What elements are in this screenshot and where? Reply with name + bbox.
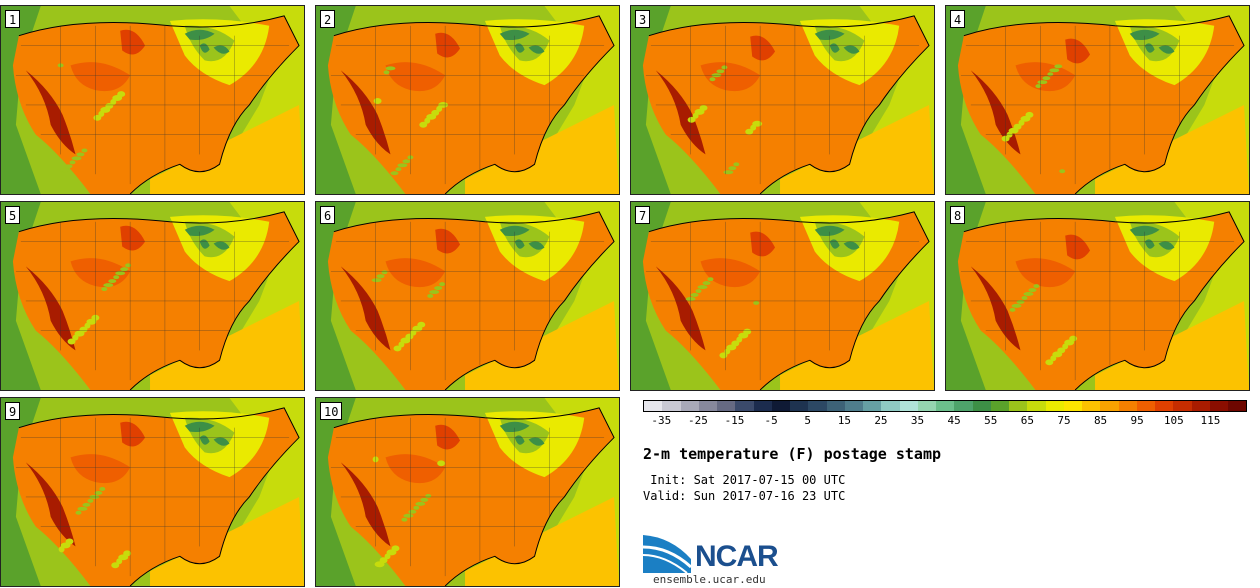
temperature-map — [316, 6, 619, 194]
ensemble-member-panel: 10 — [315, 397, 620, 587]
colorbar-tick: 5 — [804, 414, 812, 427]
ensemble-member-panel: 7 — [630, 201, 935, 391]
colorbar-swatch — [990, 401, 1009, 411]
colorbar-tick: 65 — [1020, 414, 1034, 427]
ensemble-member-panel: 5 — [0, 201, 305, 391]
colorbar-tick: -5 — [764, 414, 778, 427]
colorbar-tick-labels: -35 -25 -15 -5 5 15 25 35 45 55 65 75 85 95 105 115 — [643, 414, 1247, 430]
colorbar-swatch — [680, 401, 699, 411]
init-time: Init: Sat 2017-07-15 00 UTC — [643, 473, 846, 487]
colorbar-swatch — [698, 401, 717, 411]
colorbar-swatch — [1063, 401, 1082, 411]
colorbar-swatch — [1027, 401, 1046, 411]
ensemble-member-panel: 1 — [0, 5, 305, 195]
colorbar-tick: 95 — [1130, 414, 1144, 427]
colorbar-swatch — [954, 401, 973, 411]
member-number-label: 3 — [635, 10, 651, 28]
colorbar-tick: 85 — [1093, 414, 1108, 427]
member-number-label: 1 — [5, 10, 21, 28]
colorbar-swatch — [808, 401, 827, 411]
colorbar-swatch — [1209, 401, 1228, 411]
valid-time: Valid: Sun 2017-07-16 23 UTC — [643, 489, 846, 503]
colorbar-tick: 15 — [837, 414, 851, 427]
temperature-map — [946, 202, 1249, 390]
colorbar-tick: 105 — [1163, 414, 1184, 427]
colorbar-swatch — [1045, 401, 1064, 411]
ensemble-member-panel: 3 — [630, 5, 935, 195]
colorbar-swatch — [826, 401, 845, 411]
colorbar-swatch — [899, 401, 918, 411]
temperature-map — [946, 6, 1249, 194]
ncar-logo-icon — [643, 535, 693, 573]
colorbar-tick: 25 — [874, 414, 888, 427]
ensemble-member-panel: 9 — [0, 397, 305, 587]
ncar-logo-text: NCAR — [695, 540, 779, 573]
forecast-time-info: Init: Sat 2017-07-15 00 UTC Valid: Sun 2… — [643, 472, 845, 504]
colorbar-swatch — [881, 401, 900, 411]
colorbar-swatch — [1191, 401, 1210, 411]
temperature-map — [1, 398, 304, 586]
ensemble-member-panel: 4 — [945, 5, 1250, 195]
colorbar-swatch — [735, 401, 754, 411]
temperature-map — [1, 6, 304, 194]
member-number-label: 2 — [320, 10, 336, 28]
colorbar-tick: -15 — [724, 414, 745, 427]
colorbar-swatch — [771, 401, 790, 411]
colorbar-swatch — [972, 401, 991, 411]
colorbar-swatch — [1173, 401, 1192, 411]
figure-title: 2-m temperature (F) postage stamp — [643, 445, 942, 463]
colorbar-swatch — [644, 401, 663, 411]
member-number-label: 8 — [950, 206, 966, 224]
colorbar-swatch — [1118, 401, 1137, 411]
member-number-label: 5 — [5, 206, 21, 224]
colorbar-swatch — [1009, 401, 1028, 411]
member-number-label: 9 — [5, 402, 21, 420]
colorbar-swatch — [1136, 401, 1155, 411]
colorbar-swatch — [717, 401, 736, 411]
colorbar-tick: -35 — [651, 414, 672, 427]
colorbar-swatch — [1155, 401, 1174, 411]
temperature-colorbar — [643, 400, 1247, 412]
member-number-label: 4 — [950, 10, 966, 28]
colorbar-swatch — [844, 401, 863, 411]
temperature-map — [316, 398, 619, 586]
temperature-map — [1, 202, 304, 390]
colorbar-swatch — [1228, 401, 1247, 411]
member-number-label: 10 — [320, 402, 343, 420]
colorbar-tick: 55 — [984, 414, 998, 427]
colorbar-tick: -25 — [687, 414, 708, 427]
colorbar-swatch — [1082, 401, 1101, 411]
temperature-map — [631, 202, 934, 390]
member-number-label: 6 — [320, 206, 336, 224]
colorbar-tick: 75 — [1057, 414, 1071, 427]
colorbar-swatch — [662, 401, 681, 411]
colorbar-swatch — [936, 401, 955, 411]
colorbar-swatch — [790, 401, 809, 411]
colorbar-tick: 45 — [947, 414, 961, 427]
ensemble-member-panel: 8 — [945, 201, 1250, 391]
colorbar-swatch — [863, 401, 882, 411]
colorbar-tick: 115 — [1200, 414, 1221, 427]
temperature-map — [631, 6, 934, 194]
colorbar-tick: 35 — [910, 414, 925, 427]
colorbar-swatch — [917, 401, 936, 411]
ensemble-member-panel: 6 — [315, 201, 620, 391]
ensemble-member-panel: 2 — [315, 5, 620, 195]
member-number-label: 7 — [635, 206, 651, 224]
colorbar-swatch — [1100, 401, 1119, 411]
temperature-map — [316, 202, 619, 390]
site-url: ensemble.ucar.edu — [653, 573, 766, 586]
colorbar-swatch — [753, 401, 772, 411]
